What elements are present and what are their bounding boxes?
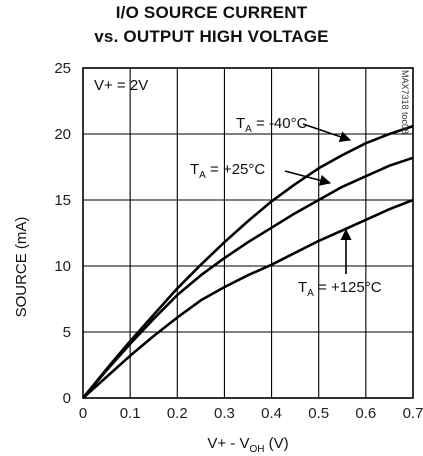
figure-code: MAX7318 toc08 xyxy=(400,70,410,134)
series-line-3 xyxy=(82,198,414,399)
x-axis-label-prefix: V+ - V xyxy=(207,435,249,452)
y-tick-label: 20 xyxy=(54,126,71,143)
grid xyxy=(83,68,413,398)
chart-title-line1: I/O SOURCE CURRENT xyxy=(115,3,308,22)
x-tick-label: 0 xyxy=(79,405,87,422)
series-label-1: TA = -40°C xyxy=(236,115,308,135)
series-line-2 xyxy=(82,156,414,399)
x-tick-label: 0.1 xyxy=(120,405,141,422)
series-line-1 xyxy=(81,124,414,399)
y-axis-label: SOURCE (mA) xyxy=(13,217,30,318)
series-annotations: TA = -40°C TA = +25°C TA = +125°C xyxy=(190,115,382,299)
series-arrow-1 xyxy=(302,123,352,143)
x-axis-label-suffix: (V) xyxy=(264,435,288,452)
x-axis-label-sub: OH xyxy=(249,444,264,455)
plot-frame xyxy=(82,67,414,399)
y-tick-label: 25 xyxy=(54,60,71,77)
series-arrow-2 xyxy=(284,170,332,186)
x-axis-label: V+ - VOH (V) xyxy=(207,435,288,455)
y-tick-label: 5 xyxy=(63,324,71,341)
x-tick-label: 0.4 xyxy=(261,405,282,422)
y-tick-label: 15 xyxy=(54,192,71,209)
y-tick-label: 0 xyxy=(63,390,71,407)
chart-title-line2: vs. OUTPUT HIGH VOLTAGE xyxy=(94,27,329,46)
x-tick-label: 0.5 xyxy=(308,405,329,422)
x-tick-labels: 0 0.1 0.2 0.3 0.4 0.5 0.6 0.7 xyxy=(79,405,423,422)
y-tick-label: 10 xyxy=(54,258,71,275)
x-tick-label: 0.3 xyxy=(214,405,235,422)
x-tick-label: 0.2 xyxy=(167,405,188,422)
condition-label: V+ = 2V xyxy=(94,77,148,94)
y-tick-labels: 0 5 10 15 20 25 xyxy=(54,60,71,407)
x-tick-label: 0.6 xyxy=(355,405,376,422)
x-tick-label: 0.7 xyxy=(403,405,423,422)
series-label-3: TA = +125°C xyxy=(298,279,382,299)
series-group xyxy=(81,124,414,399)
series-label-2: TA = +25°C xyxy=(190,161,265,181)
